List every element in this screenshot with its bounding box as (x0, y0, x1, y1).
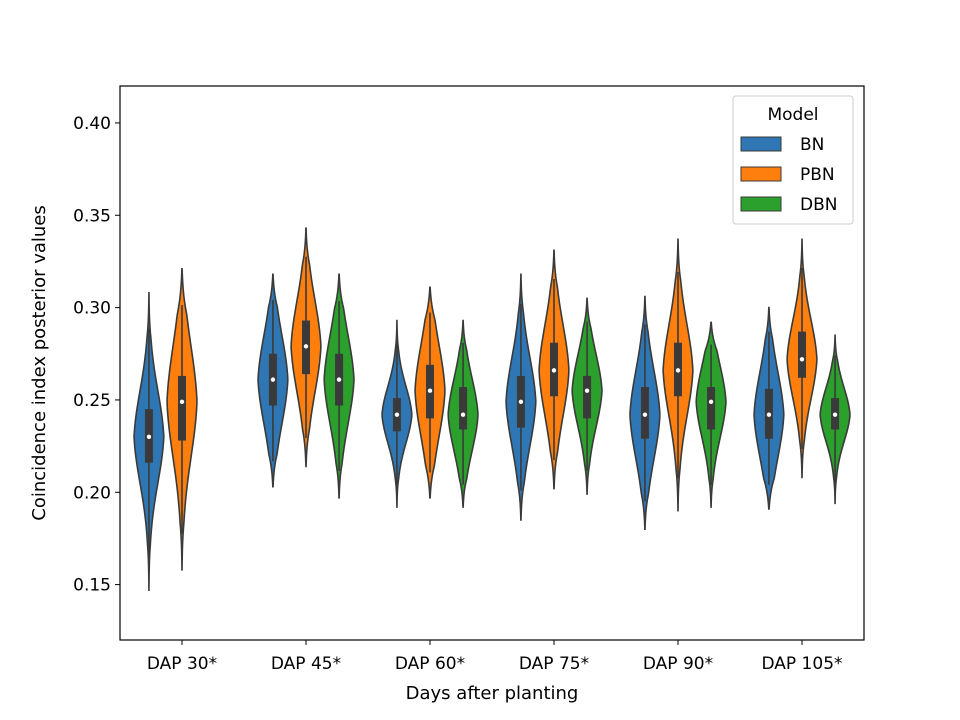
violin-median-point (766, 412, 772, 417)
x-tick-label: DAP 75* (519, 654, 589, 674)
violin-median-point (394, 412, 400, 417)
legend-entry-PBN: PBN (800, 165, 835, 185)
y-tick-label: 0.25 (73, 391, 111, 411)
legend-box (732, 95, 854, 225)
violin-median-point (303, 344, 309, 349)
violin-DBN-DAP 75* (571, 297, 603, 495)
violin-BN-DAP 105* (753, 306, 785, 510)
violin-BN-DAP 30* (133, 292, 165, 591)
x-tick-label: DAP 45* (271, 654, 341, 674)
plot-area-frame (119, 85, 865, 641)
legend-swatch-DBN (740, 196, 782, 212)
violin-BN-DAP 75* (505, 273, 537, 521)
violin-median-point (642, 412, 648, 417)
violin-DBN-DAP 60* (447, 319, 479, 508)
legend-swatch-BN (740, 136, 782, 152)
violin-PBN-DAP 30* (166, 268, 198, 571)
violin-DBN-DAP 45* (323, 273, 355, 499)
violin-PBN-DAP 60* (414, 286, 446, 499)
y-axis: 0.15 0.20 0.25 0.30 0.35 0.40 (73, 114, 120, 596)
violin-BN-DAP 60* (381, 319, 413, 508)
violin-DBN-DAP 105* (819, 334, 851, 505)
x-axis-label: Days after planting (406, 683, 579, 704)
x-axis: DAP 30* DAP 45* DAP 60* DAP 75* DAP 90* DAP 1… (147, 640, 843, 674)
y-tick-label: 0.40 (73, 114, 111, 134)
violin-median-point (270, 377, 276, 382)
violin-PBN-DAP 90* (662, 238, 694, 512)
legend-entry-BN: BN (800, 135, 824, 155)
violin-iqr-box (583, 375, 592, 419)
violin-iqr-box (798, 331, 806, 378)
x-tick-label: DAP 90* (643, 654, 713, 674)
violin-layer (133, 227, 851, 591)
legend-title: Model (767, 105, 818, 125)
violin-median-point (336, 377, 342, 382)
violin-PBN-DAP 75* (538, 249, 570, 490)
violin-median-point (179, 399, 185, 404)
y-tick-label: 0.20 (73, 483, 111, 503)
violin-median-point (584, 388, 590, 393)
violin-PBN-DAP 45* (290, 227, 322, 468)
x-tick-label: DAP 60* (395, 654, 465, 674)
y-tick-label: 0.15 (73, 576, 111, 596)
violin-iqr-box (707, 387, 716, 430)
violin-median-point (832, 412, 838, 417)
y-tick-label: 0.30 (73, 299, 111, 319)
y-tick-label: 0.35 (73, 206, 111, 226)
violin-median-point (518, 399, 524, 404)
legend-entry-DBN: DBN (800, 195, 837, 215)
violin-median-point (799, 357, 805, 362)
violin-iqr-box (459, 387, 468, 430)
x-tick-label: DAP 30* (147, 654, 217, 674)
x-tick-label: DAP 105* (761, 654, 842, 674)
violin-PBN-DAP 105* (786, 238, 818, 479)
violin-median-point (460, 412, 466, 417)
legend: Model BN PBN DBN (732, 95, 854, 225)
violin-median-point (708, 399, 714, 404)
y-axis-label: Coincidence index posterior values (29, 205, 50, 520)
violin-BN-DAP 90* (629, 295, 661, 530)
violin-DBN-DAP 90* (695, 321, 727, 508)
violin-BN-DAP 45* (257, 273, 289, 488)
violin-iqr-box (178, 375, 186, 441)
legend-swatch-PBN (740, 166, 782, 182)
violin-median-point (551, 368, 557, 373)
violin-median-point (675, 368, 681, 373)
violin-median-point (427, 388, 433, 393)
violin-median-point (146, 434, 152, 440)
